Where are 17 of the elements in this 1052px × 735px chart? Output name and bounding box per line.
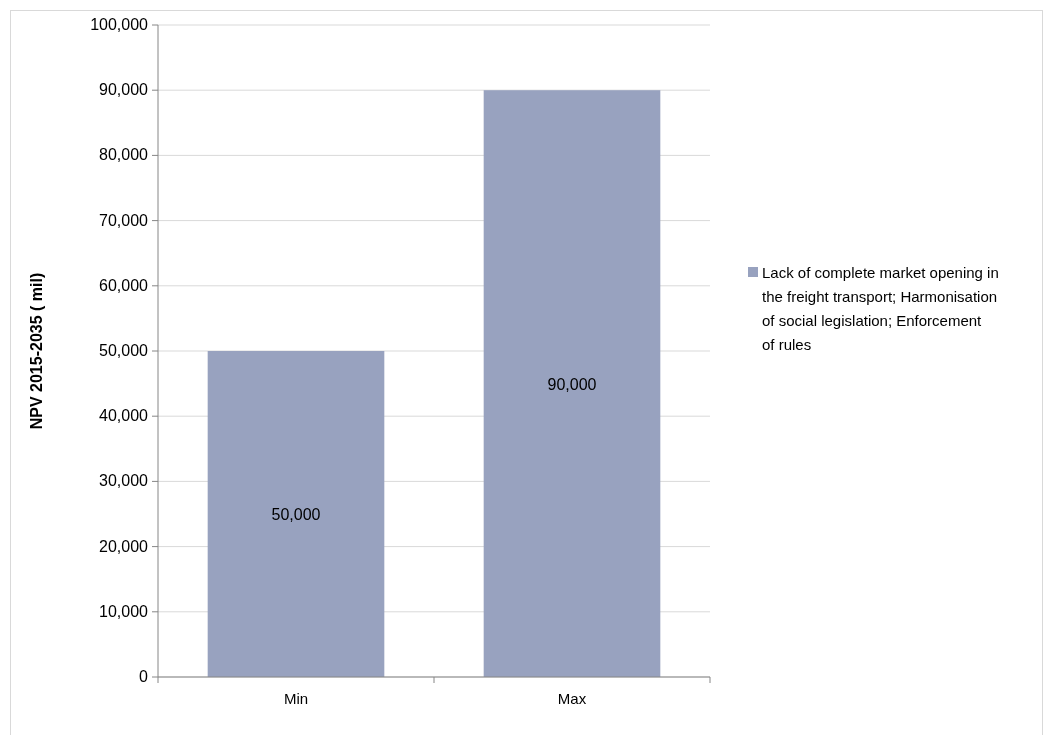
y-tick-label: 50,000: [99, 342, 149, 359]
y-axis-title: NPV 2015-2035 ( mil): [28, 272, 45, 430]
data-label: 90,000: [547, 375, 597, 393]
x-tick-label: Min: [283, 690, 309, 707]
y-tick-label: 100,000: [90, 16, 149, 33]
y-tick-label: 0: [139, 668, 149, 685]
data-label: 50,000: [271, 506, 321, 523]
y-tick-label: 70,000: [99, 211, 149, 229]
y-tick-label: 40,000: [99, 407, 149, 425]
y-tick-label: 90,000: [99, 81, 149, 99]
y-tick-label: 20,000: [99, 537, 149, 555]
y-tick-label: 10,000: [99, 602, 149, 620]
y-tick-label: 60,000: [99, 276, 149, 294]
legend-label: Lack of complete market opening in the freight transport; Harmonisation of social legislation; Enforcement of rules: [762, 264, 999, 353]
y-tick-label: 30,000: [99, 472, 149, 490]
y-tick-label: 80,000: [99, 146, 149, 164]
x-tick-label: Max: [557, 690, 587, 707]
